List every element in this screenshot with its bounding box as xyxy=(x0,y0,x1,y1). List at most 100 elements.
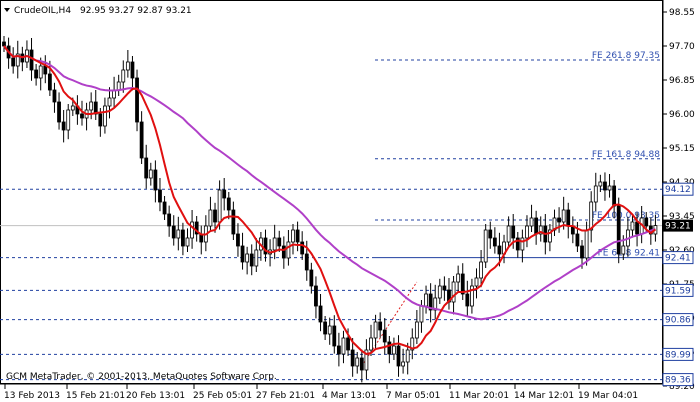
candle-body xyxy=(644,217,649,227)
price-level-tag-label: 90.86 xyxy=(665,316,691,326)
candle-body xyxy=(222,189,227,199)
candle-body xyxy=(492,237,497,247)
candle-body xyxy=(364,349,369,371)
candle-body xyxy=(121,69,126,83)
copyright-text: GCM MetaTrader, © 2001-2013, MetaQuotes … xyxy=(6,372,277,382)
y-tick-label: 96.85 xyxy=(669,76,695,86)
candle-body xyxy=(534,217,539,235)
candle-body xyxy=(61,121,66,131)
candle-body xyxy=(470,285,474,307)
candle-body xyxy=(456,273,461,283)
candle-body xyxy=(277,237,282,247)
candle-body xyxy=(318,305,323,323)
candle-body xyxy=(442,285,447,291)
x-tick-label: 13 Feb 2013 xyxy=(4,391,60,401)
candle-body xyxy=(580,245,584,259)
candle-body xyxy=(557,217,561,223)
candle-body xyxy=(11,57,16,67)
candle-body xyxy=(309,269,314,287)
candle-body xyxy=(213,209,217,223)
candle-body xyxy=(103,105,107,127)
y-tick-label: 92.60 xyxy=(669,246,695,256)
candle-body xyxy=(465,293,470,307)
candle-body xyxy=(47,73,52,91)
time-axis: 13 Feb 2013 15 Feb 21:01 20 Feb 13:01 25 Fe… xyxy=(4,384,638,401)
candle-body xyxy=(43,65,48,75)
candle-body xyxy=(144,157,149,179)
candle-body xyxy=(355,357,360,367)
candle-body xyxy=(66,109,71,131)
candle-body xyxy=(135,77,139,123)
candle-body xyxy=(300,241,305,255)
candle-body xyxy=(208,209,213,227)
candle-body xyxy=(139,121,144,159)
candle-body xyxy=(148,169,153,179)
candle-body xyxy=(598,181,603,187)
candle-body xyxy=(479,261,483,279)
price-level-tag xyxy=(662,283,694,297)
candle-body xyxy=(575,233,580,247)
current-price-tag xyxy=(663,219,693,232)
candle-body xyxy=(116,81,121,91)
candle-body xyxy=(98,113,103,127)
y-tick-label: 96.00 xyxy=(669,110,695,120)
price-level-tags: 94.12 92.41 91.59 90.86 89.99 89.36 93.21 xyxy=(662,182,694,387)
candle-body xyxy=(511,225,516,239)
price-level-tag xyxy=(662,373,694,387)
candle-body xyxy=(291,229,295,243)
candle-body xyxy=(428,293,433,311)
candle-body xyxy=(29,49,34,71)
symbol-label: CrudeOIL,H4 xyxy=(14,6,71,16)
candle-body xyxy=(240,245,245,263)
y-tick-label: 98.55 xyxy=(669,8,695,18)
candle-body xyxy=(226,197,231,211)
candle-body xyxy=(304,253,309,271)
candle-body xyxy=(561,209,566,223)
price-level-tag-label: 91.59 xyxy=(665,286,691,296)
x-tick-label: 11 Mar 20:01 xyxy=(449,391,509,401)
candle-body xyxy=(38,65,43,79)
candle-body xyxy=(153,169,158,191)
candle-body xyxy=(410,337,415,351)
candle-body xyxy=(34,69,39,79)
ohlc-values: 92.95 93.27 92.87 93.21 xyxy=(80,6,192,16)
candle-body xyxy=(286,241,291,259)
fast-moving-average-line xyxy=(3,45,657,356)
price-level-tag-label: 89.36 xyxy=(665,376,691,386)
x-tick-label: 25 Feb 05:01 xyxy=(193,391,252,401)
candle-body xyxy=(433,297,438,311)
candle-body xyxy=(607,185,612,191)
x-tick-label: 4 Mar 13:01 xyxy=(322,391,376,401)
candle-body xyxy=(589,201,594,231)
candle-body xyxy=(281,245,286,259)
candle-body xyxy=(272,237,277,251)
x-tick-label: 19 Mar 04:01 xyxy=(578,391,638,401)
candle-body xyxy=(378,321,383,331)
price-level-tag xyxy=(662,251,694,265)
candle-body xyxy=(194,221,199,235)
x-tick-label: 7 Mar 05:01 xyxy=(386,391,440,401)
candle-body xyxy=(254,249,259,267)
candle-body xyxy=(488,229,493,239)
candlesticks xyxy=(2,36,658,383)
candle-body xyxy=(529,217,534,227)
y-tick-label: 97.70 xyxy=(669,42,695,52)
candle-body xyxy=(341,337,346,355)
candle-body xyxy=(584,229,589,259)
candle-body xyxy=(15,53,20,67)
x-tick-label: 15 Feb 21:01 xyxy=(66,391,125,401)
candle-body xyxy=(373,321,378,339)
candle-body xyxy=(336,345,341,355)
candle-body xyxy=(635,221,639,235)
slow-moving-average-line xyxy=(3,45,656,321)
x-tick-label: 27 Feb 21:01 xyxy=(256,391,315,401)
candle-body xyxy=(424,293,428,307)
candle-body xyxy=(236,233,240,247)
x-tick-label: 14 Mar 12:01 xyxy=(514,391,574,401)
candle-body xyxy=(369,337,373,351)
candle-body xyxy=(621,245,626,255)
candle-body xyxy=(89,101,94,111)
dropdown-triangle-icon[interactable] xyxy=(4,8,10,12)
candle-body xyxy=(323,321,328,335)
